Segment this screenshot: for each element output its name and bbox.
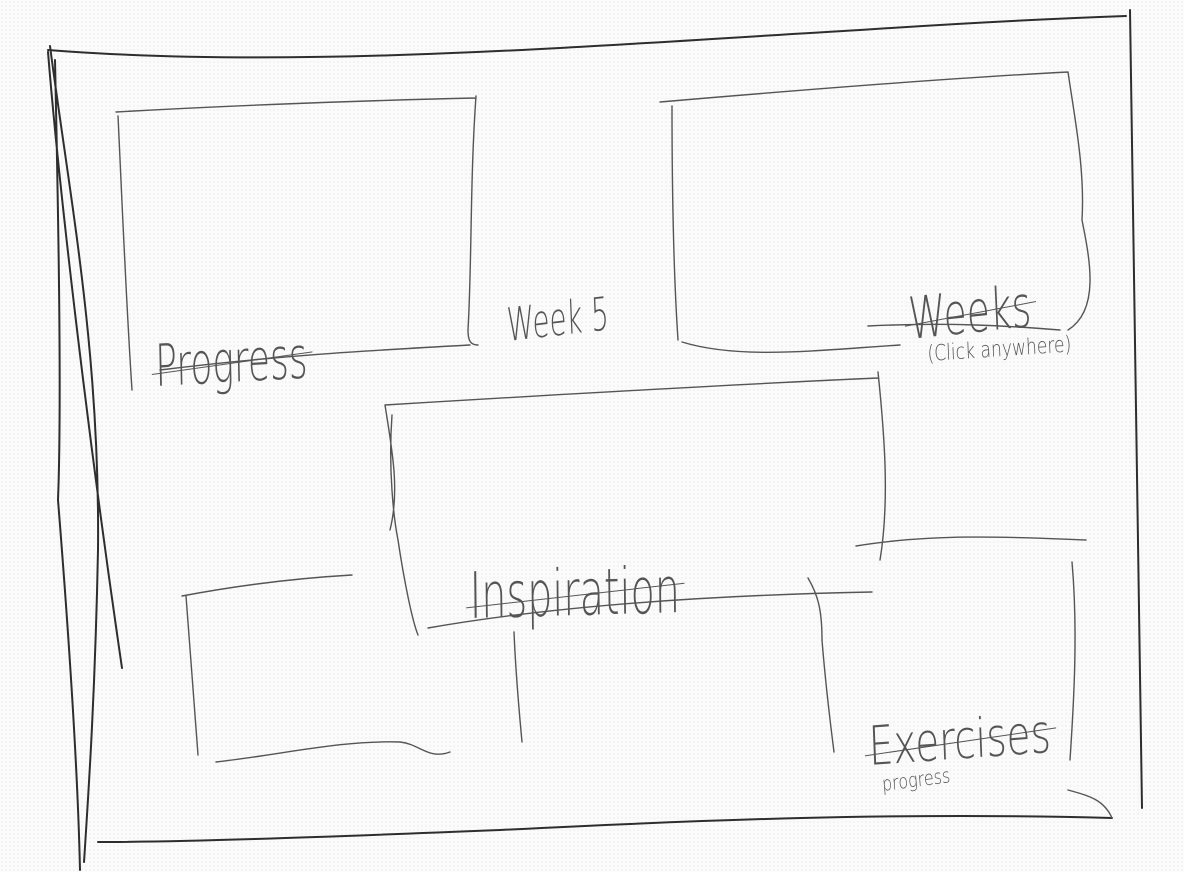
inspiration-label: Inspiration: [469, 554, 681, 634]
weeks-box: [659, 71, 1091, 353]
lower-left-box: [181, 574, 523, 763]
progress-label: Progress: [154, 323, 309, 400]
lower-right-box: [821, 561, 1113, 819]
exercises-label: Exercises: [867, 701, 1052, 778]
progress-box: [115, 95, 479, 391]
